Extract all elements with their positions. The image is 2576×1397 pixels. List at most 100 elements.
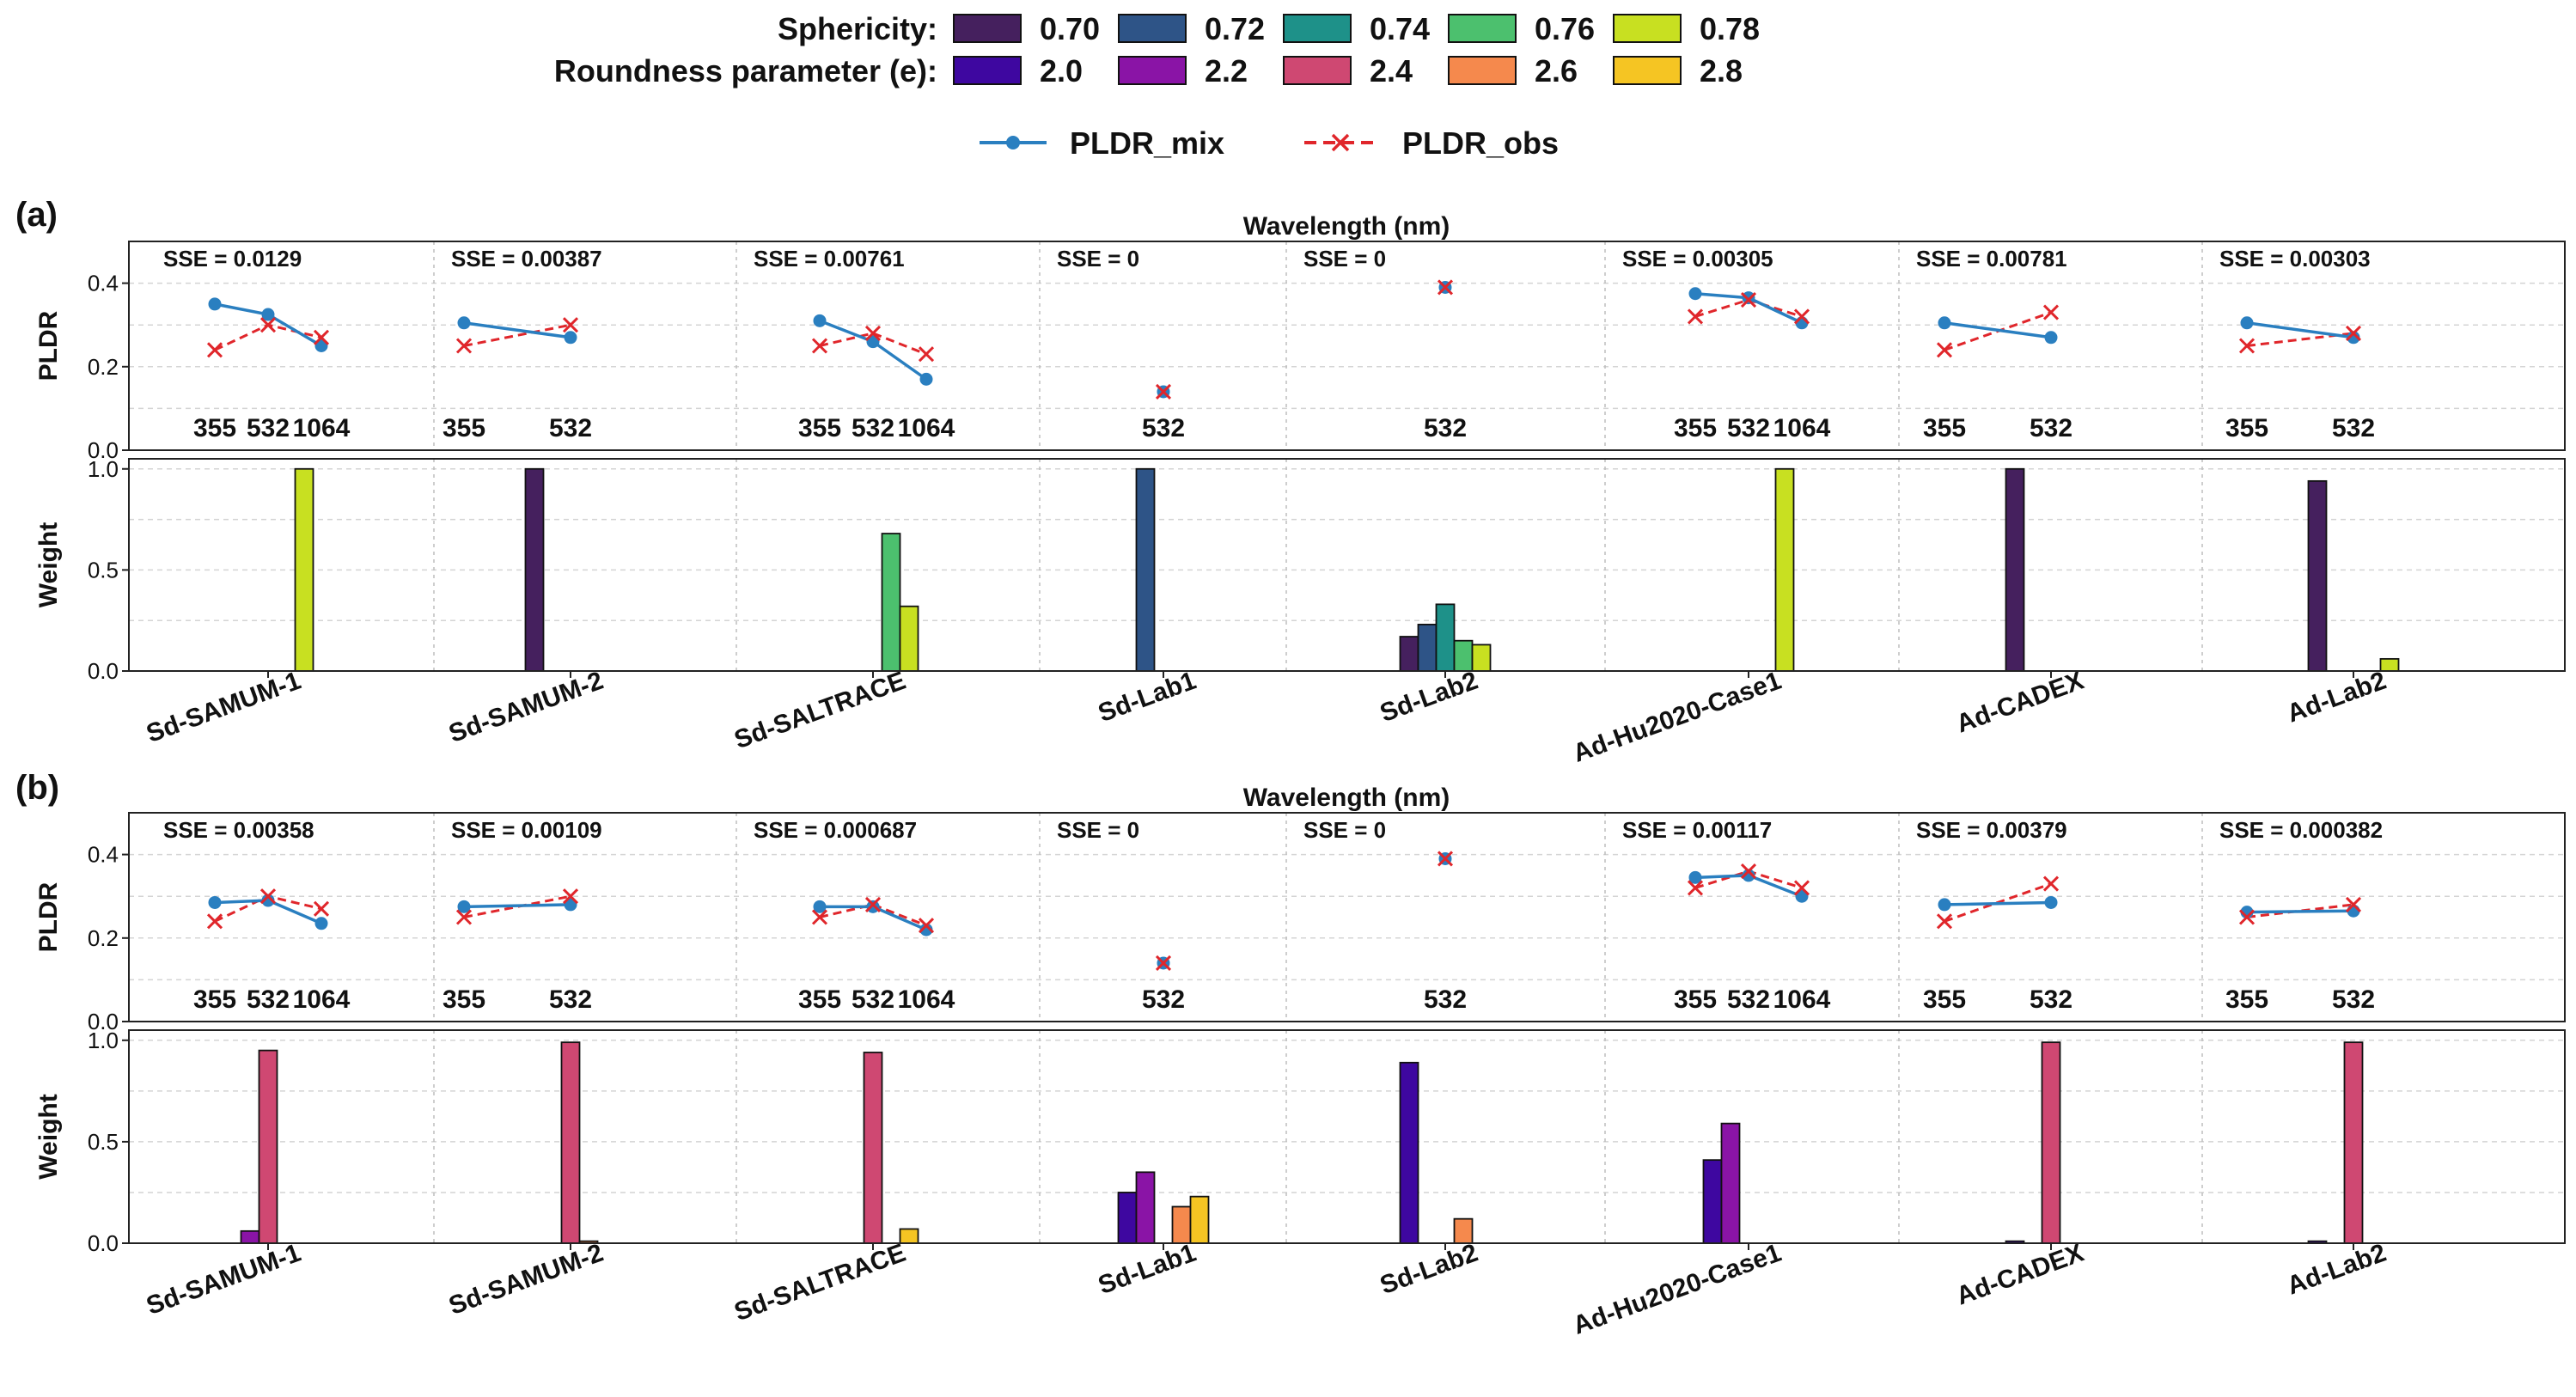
- pldr-obs-point: [918, 346, 935, 363]
- sse-label: SSE = 0.00358: [163, 817, 314, 843]
- panel-a: (a) Wavelength (nm) PLDR 0.0 0.2 0.4 SSE = 0.0…: [15, 196, 2566, 768]
- roundness-legend-label: 2.0: [1040, 53, 1083, 88]
- pldr-ytick-label: 0.4: [88, 271, 119, 296]
- panels: (a) Wavelength (nm) PLDR 0.0 0.2 0.4 SSE = 0.0…: [15, 196, 2566, 1340]
- pldr-mix-point: [1688, 870, 1702, 884]
- wavelength-label: 355: [1923, 414, 1966, 442]
- pldr-ytick-label: 0.0: [88, 1009, 119, 1034]
- roundness-legend-swatch: [1448, 56, 1517, 85]
- sphericity-legend-label: 0.78: [1700, 11, 1760, 46]
- sse-label: SSE = 0.000382: [2219, 817, 2383, 843]
- pldr-axes: Wavelength (nm) PLDR 0.0 0.2 0.4 SSE = 0.0035…: [34, 784, 2566, 1034]
- pldr-mix-legend-marker: [1006, 136, 1020, 149]
- pldr-group: SSE = 0.00117 355 532 1064: [1622, 817, 1831, 1014]
- roundness-legend-label: 2.8: [1700, 53, 1743, 88]
- pldr-mix-line: [1944, 321, 2052, 339]
- sse-label: SSE = 0: [1303, 246, 1386, 271]
- pldr-obs-point: [1936, 342, 1953, 358]
- wavelength-label: 532: [1424, 414, 1467, 442]
- sphericity-legend-swatch: [1283, 14, 1352, 43]
- pldr-mix-point: [813, 900, 827, 913]
- weight-bar: [294, 467, 314, 672]
- weight-axes: Weight 0.0 0.5 1.0 Sd-SAMUM-1 Sd-SAMUM-2 Sd-SA…: [34, 456, 2566, 768]
- pldr-obs-point: [313, 329, 330, 345]
- wavelength-label: 355: [193, 414, 236, 442]
- weight-bar: [1471, 644, 1492, 672]
- wavelength-label: 532: [1727, 414, 1770, 442]
- pldr-mix-point: [2240, 316, 2254, 330]
- weight-bar: [899, 605, 919, 672]
- category-label: Ad-Lab2: [2283, 667, 2390, 729]
- pldr-group: SSE = 0.000382 355 532: [2219, 817, 2383, 1014]
- sse-label: SSE = 0.00305: [1622, 246, 1773, 271]
- pldr-mix-point: [1795, 889, 1809, 903]
- weight-bar: [2379, 657, 2400, 672]
- sphericity-legend-label: 0.76: [1535, 11, 1595, 46]
- pldr-obs-point: [313, 900, 330, 917]
- pldr-obs-point: [455, 338, 473, 354]
- weight-ytick-label: 0.5: [88, 557, 119, 583]
- category-label: Sd-Lab2: [1377, 667, 1482, 728]
- weight-bar: [1171, 1205, 1192, 1244]
- category-label: Ad-Lab2: [2283, 1239, 2390, 1301]
- sse-label: SSE = 0.0129: [163, 246, 302, 271]
- wavelength-label: 532: [247, 985, 290, 1014]
- pldr-mix-point: [2044, 895, 2058, 909]
- pldr-obs-point: [1687, 308, 1704, 325]
- wavelength-label: 355: [1674, 414, 1717, 442]
- pldr-ytick-label: 0.4: [88, 842, 119, 868]
- pldr-obs-legend-marker: [1331, 133, 1350, 152]
- pldr-obs-line: [819, 903, 927, 927]
- wavelength-label: 532: [2030, 414, 2072, 442]
- weight-bar: [863, 1052, 883, 1244]
- pldr-group: SSE = 0.00303 355 532: [2219, 246, 2375, 442]
- pldr-mix-point: [457, 900, 471, 913]
- sphericity-legend-swatch: [953, 14, 1022, 43]
- roundness-legend-swatch: [953, 56, 1022, 85]
- roundness-legend-title: Roundness parameter (e):: [554, 53, 937, 88]
- pldr-group: SSE = 0.00305 355 532 1064: [1622, 246, 1831, 442]
- pldr-mix-point: [1742, 869, 1755, 882]
- wavelength-label: 355: [1923, 985, 1966, 1014]
- pldr-obs-point: [1740, 863, 1757, 880]
- weight-ytick-label: 1.0: [88, 1028, 119, 1053]
- sphericity-legend-label: 0.74: [1370, 11, 1430, 46]
- weight-bar: [1399, 636, 1419, 672]
- pldr-obs-point: [206, 342, 223, 358]
- sse-label: SSE = 0: [1057, 246, 1139, 271]
- pldr-obs-point: [2345, 325, 2362, 341]
- pldr-ylabel: PLDR: [34, 310, 63, 381]
- pldr-frame: [128, 812, 2566, 1022]
- pldr-obs-point: [2345, 896, 2362, 912]
- weight-bar-group: Ad-Lab2: [2283, 479, 2400, 729]
- category-label: Ad-Hu2020-Case1: [1569, 667, 1785, 768]
- pldr-obs-point: [1155, 955, 1172, 972]
- panel-label: (a): [15, 196, 58, 234]
- pldr-group: SSE = 0 532: [1057, 246, 1185, 442]
- weight-bar: [560, 1041, 581, 1244]
- sse-label: SSE = 0.00761: [754, 246, 905, 271]
- wavelength-label: 532: [247, 414, 290, 442]
- sse-label: SSE = 0.00387: [451, 246, 602, 271]
- sse-label: SSE = 0.00303: [2219, 246, 2371, 271]
- sphericity-legend-label: 0.72: [1205, 11, 1265, 46]
- wavelength-label: 532: [549, 985, 592, 1014]
- weight-ytick-label: 0.5: [88, 1129, 119, 1155]
- weight-bar: [240, 1229, 260, 1244]
- pldr-mix-point: [2347, 331, 2360, 345]
- weight-ytick-label: 1.0: [88, 456, 119, 482]
- category-label: Sd-Lab2: [1377, 1239, 1482, 1300]
- pldr-mix-point: [1688, 287, 1702, 301]
- wavelength-label: 1064: [293, 985, 351, 1014]
- category-label: Sd-Lab1: [1095, 1239, 1200, 1300]
- sse-label: SSE = 0.000687: [754, 817, 917, 843]
- pldr-obs-point: [1155, 383, 1172, 400]
- sse-label: SSE = 0.00781: [1916, 246, 2067, 271]
- wavelength-label: 1064: [293, 414, 351, 442]
- panel-label: (b): [15, 769, 59, 807]
- pldr-plot-area: [129, 241, 2565, 450]
- legend: Sphericity: 0.70 0.72 0.74 0.76 0.78 Roundness…: [554, 11, 1760, 161]
- pldr-axis-title: Wavelength (nm): [1243, 212, 1450, 241]
- category-label: Sd-SALTRACE: [730, 667, 909, 755]
- pldr-obs-point: [2238, 909, 2256, 925]
